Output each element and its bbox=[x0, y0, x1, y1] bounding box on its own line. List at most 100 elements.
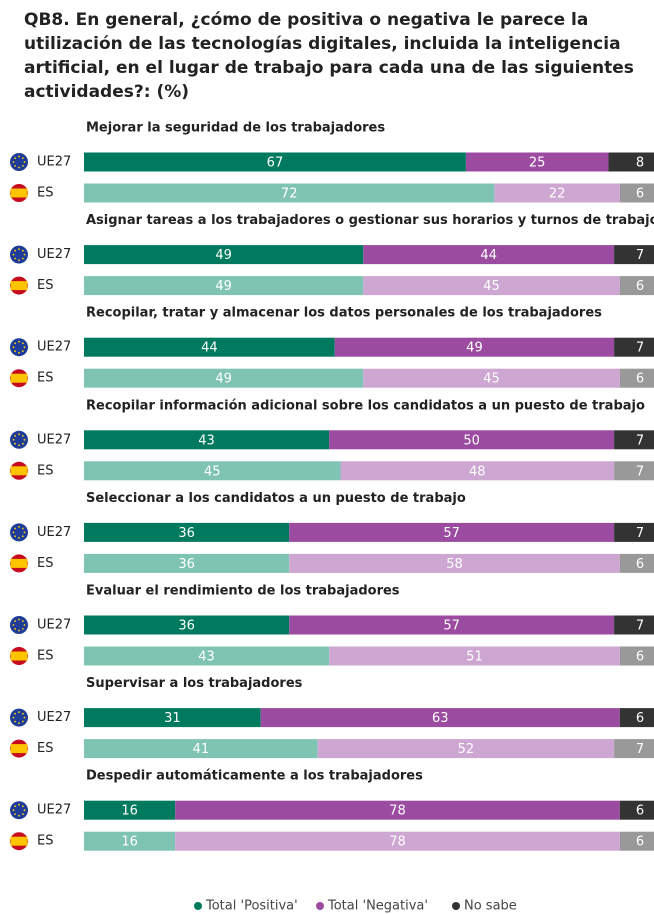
flag-es-band bbox=[10, 373, 28, 383]
row-label: UE27 bbox=[37, 803, 71, 818]
row-label: ES bbox=[37, 186, 53, 201]
flag-star bbox=[18, 803, 20, 806]
row-label: UE27 bbox=[37, 618, 71, 633]
value-label: 63 bbox=[432, 711, 449, 726]
value-label: 31 bbox=[164, 711, 181, 726]
value-label: 6 bbox=[636, 187, 644, 202]
bar-segment bbox=[84, 152, 466, 172]
flag-es-band bbox=[10, 744, 28, 754]
value-label: 45 bbox=[204, 464, 221, 479]
row-label: ES bbox=[37, 834, 53, 849]
value-label: 49 bbox=[466, 341, 483, 356]
flag-star bbox=[14, 720, 17, 723]
value-label: 36 bbox=[178, 526, 195, 541]
bar-segment bbox=[465, 152, 609, 172]
bar-segment bbox=[84, 553, 290, 573]
flag-star bbox=[23, 716, 26, 719]
value-label: 6 bbox=[636, 835, 644, 850]
flag-star bbox=[14, 435, 17, 437]
row-label: UE27 bbox=[37, 247, 71, 262]
group-label: Seleccionar a los candidatos a un puesto… bbox=[86, 491, 466, 506]
bar-segment bbox=[289, 615, 615, 635]
bar-segment bbox=[614, 522, 654, 542]
bar-segment bbox=[84, 708, 261, 728]
flag-star bbox=[14, 527, 17, 530]
value-label: 36 bbox=[178, 619, 195, 634]
value-label: 6 bbox=[636, 557, 644, 572]
value-label: 49 bbox=[215, 279, 232, 294]
legend-label: No sabe bbox=[464, 899, 517, 914]
chart-title: QB8. En general, ¿cómo de positiva o neg… bbox=[24, 10, 634, 102]
row-label: UE27 bbox=[37, 340, 71, 355]
group-label: Asignar tareas a los trabajadores o gest… bbox=[86, 213, 654, 228]
bar-segment bbox=[84, 522, 290, 542]
flag-star bbox=[14, 813, 17, 815]
bar-segment bbox=[84, 183, 495, 203]
flag-star bbox=[21, 249, 24, 252]
bar-segment bbox=[614, 461, 654, 481]
value-label: 7 bbox=[636, 464, 644, 479]
group-label: Supervisar a los trabajadores bbox=[86, 676, 303, 691]
bar-segment bbox=[619, 368, 654, 388]
flag-star bbox=[21, 720, 24, 723]
flag-star bbox=[14, 627, 17, 630]
bar-segment bbox=[84, 430, 330, 450]
bar-segment bbox=[619, 276, 654, 296]
value-label: 25 bbox=[529, 156, 546, 171]
bar-segment bbox=[614, 615, 654, 635]
value-label: 6 bbox=[636, 650, 644, 665]
value-label: 7 bbox=[636, 742, 644, 757]
bar-segment bbox=[84, 461, 341, 481]
flag-star bbox=[14, 442, 17, 445]
bar-segment bbox=[329, 646, 620, 666]
flag-star bbox=[21, 627, 24, 630]
group-label: Mejorar la seguridad de los trabajadores bbox=[86, 121, 385, 136]
flag-star bbox=[18, 155, 20, 158]
flag-star bbox=[23, 161, 26, 163]
row-label: ES bbox=[37, 741, 53, 756]
bar-segment bbox=[175, 831, 620, 851]
bar-segment bbox=[317, 739, 615, 759]
bar-segment bbox=[84, 615, 290, 635]
flag-star bbox=[18, 526, 20, 528]
flag-star bbox=[14, 535, 17, 538]
flag-es-band bbox=[10, 466, 28, 476]
bar-segment bbox=[84, 368, 364, 388]
flag-star bbox=[18, 722, 20, 724]
flag-star bbox=[14, 350, 17, 352]
bar-segment bbox=[84, 800, 176, 820]
bar-segment bbox=[329, 430, 615, 450]
value-label: 7 bbox=[636, 248, 644, 263]
flag-star bbox=[21, 813, 24, 815]
value-label: 7 bbox=[636, 526, 644, 541]
value-label: 6 bbox=[636, 804, 644, 819]
value-label: 43 bbox=[198, 650, 215, 665]
value-label: 50 bbox=[463, 433, 480, 448]
flag-star bbox=[14, 620, 17, 623]
flag-star bbox=[21, 342, 24, 345]
value-label: 78 bbox=[389, 835, 406, 850]
flag-star bbox=[21, 435, 24, 437]
bar-segment bbox=[84, 646, 330, 666]
group-label: Recopilar, tratar y almacenar los datos … bbox=[86, 306, 602, 321]
flag-star bbox=[12, 253, 15, 256]
flag-star bbox=[23, 253, 26, 256]
flag-star bbox=[12, 346, 15, 349]
value-label: 7 bbox=[636, 341, 644, 356]
bar-segment bbox=[260, 708, 620, 728]
flag-star bbox=[14, 342, 17, 345]
row-label: ES bbox=[37, 556, 53, 571]
flag-star bbox=[18, 537, 20, 539]
flag-star bbox=[21, 157, 24, 160]
row-label: ES bbox=[37, 278, 53, 293]
bar-segment bbox=[84, 276, 364, 296]
flag-star bbox=[18, 351, 20, 354]
flag-star bbox=[23, 624, 26, 626]
flag-star bbox=[21, 805, 24, 808]
flag-star bbox=[14, 249, 17, 252]
flag-star bbox=[12, 161, 15, 163]
row-label: UE27 bbox=[37, 525, 71, 540]
value-label: 49 bbox=[215, 248, 232, 263]
bar-segment bbox=[614, 337, 654, 357]
